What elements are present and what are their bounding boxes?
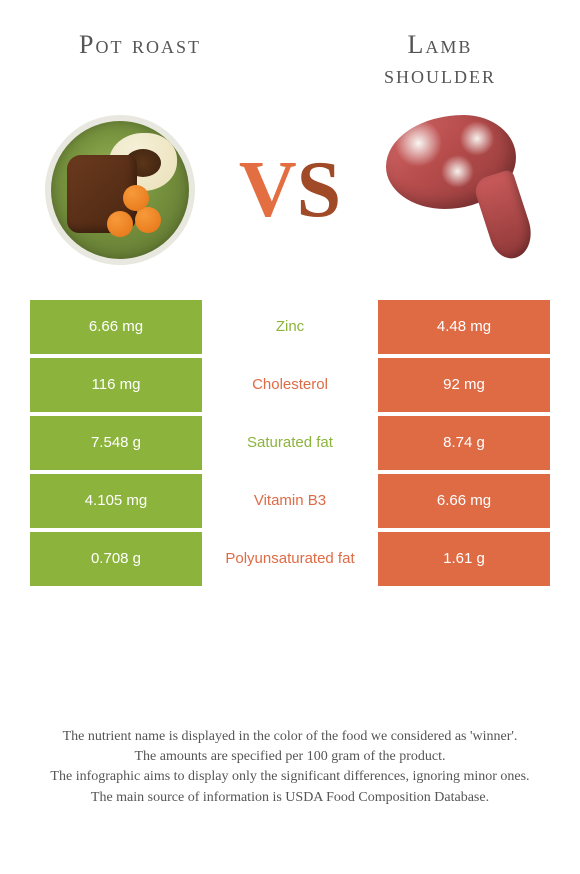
nutrient-label: Polyunsaturated fat	[202, 532, 378, 586]
value-left: 7.548 g	[30, 416, 202, 470]
lamb-shoulder-image	[380, 110, 540, 270]
table-row: 4.105 mg Vitamin B3 6.66 mg	[30, 474, 550, 528]
vs-label: VS	[230, 150, 350, 230]
value-right: 6.66 mg	[378, 474, 550, 528]
nutrient-label-text: Saturated fat	[247, 434, 333, 451]
nutrient-label-text: Vitamin B3	[254, 492, 326, 509]
title-left: Pot roast	[40, 30, 240, 90]
footer-line: The nutrient name is displayed in the co…	[24, 727, 556, 747]
value-right: 4.48 mg	[378, 300, 550, 354]
nutrient-label-text: Zinc	[276, 318, 304, 335]
images-row: VS	[0, 90, 580, 300]
value-left: 116 mg	[30, 358, 202, 412]
footer-line: The amounts are specified per 100 gram o…	[24, 747, 556, 767]
title-right-line1: Lamb	[408, 30, 473, 59]
title-right-line2: shoulder	[384, 60, 496, 89]
plate-icon	[45, 115, 195, 265]
value-left: 4.105 mg	[30, 474, 202, 528]
pot-roast-image	[40, 110, 200, 270]
value-right: 1.61 g	[378, 532, 550, 586]
table-row: 7.548 g Saturated fat 8.74 g	[30, 416, 550, 470]
nutrient-label-text: Cholesterol	[252, 376, 328, 393]
footer-line: The infographic aims to display only the…	[24, 767, 556, 787]
title-right: Lamb shoulder	[340, 30, 540, 90]
value-right: 8.74 g	[378, 416, 550, 470]
table-row: 6.66 mg Zinc 4.48 mg	[30, 300, 550, 354]
table-row: 0.708 g Polyunsaturated fat 1.61 g	[30, 532, 550, 586]
nutrient-label: Zinc	[202, 300, 378, 354]
table-row: 116 mg Cholesterol 92 mg	[30, 358, 550, 412]
nutrient-label: Saturated fat	[202, 416, 378, 470]
lamb-icon	[380, 115, 540, 265]
vs-v: V	[239, 146, 297, 234]
footer-notes: The nutrient name is displayed in the co…	[0, 727, 580, 808]
footer-line: The main source of information is USDA F…	[24, 788, 556, 808]
nutrient-label-text: Polyunsaturated fat	[225, 550, 354, 567]
value-left: 0.708 g	[30, 532, 202, 586]
value-right: 92 mg	[378, 358, 550, 412]
vs-s: S	[297, 146, 342, 234]
titles-row: Pot roast Lamb shoulder	[0, 0, 580, 90]
nutrient-label: Cholesterol	[202, 358, 378, 412]
nutrient-label: Vitamin B3	[202, 474, 378, 528]
value-left: 6.66 mg	[30, 300, 202, 354]
nutrient-table: 6.66 mg Zinc 4.48 mg 116 mg Cholesterol 92 mg…	[30, 300, 550, 586]
